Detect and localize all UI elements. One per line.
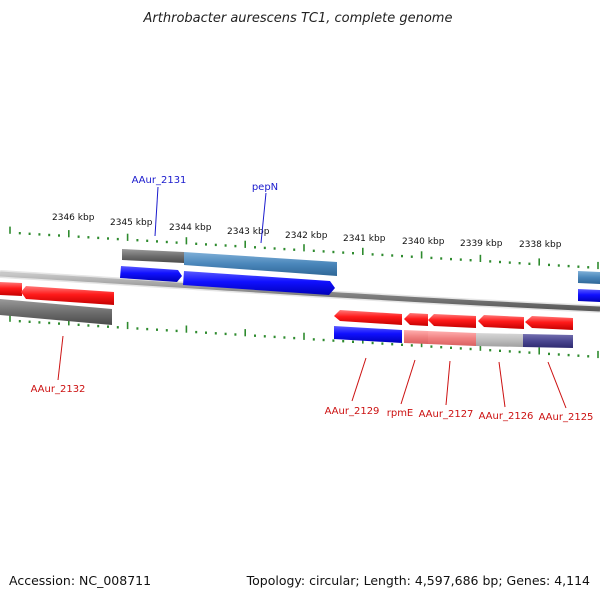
gene-label-aaur2125[interactable]: AAur_2125 <box>539 412 594 423</box>
leader-line <box>445 360 451 406</box>
gene-label-rpme[interactable]: rpmE <box>387 408 414 419</box>
gene-band-aaur2131[interactable] <box>122 249 184 263</box>
cds-arrow-rpme[interactable] <box>404 313 428 326</box>
scale-label: 2339 kbp <box>460 239 503 249</box>
cds-arrow-aaur2131[interactable] <box>120 266 182 282</box>
gene-band-aaur2125[interactable] <box>523 334 573 348</box>
leader-line <box>154 186 159 237</box>
gene-band-aaur2126[interactable] <box>476 333 523 347</box>
leader-line <box>260 192 267 244</box>
leader-line <box>400 359 416 405</box>
scale-label: 2346 kbp <box>52 213 95 223</box>
gene-label-aaur2131[interactable]: AAur_2131 <box>132 175 187 186</box>
cds-arrow-pepn[interactable] <box>183 271 335 295</box>
map-title: Arthrobacter aurescens TC1, complete gen… <box>143 11 453 26</box>
cds-arrow-aaur2127[interactable] <box>428 314 476 328</box>
scale-label: 2343 kbp <box>227 227 270 237</box>
gene-band-aaur2129[interactable] <box>334 326 402 343</box>
cds-arrow-edge-right[interactable] <box>578 289 600 302</box>
gene-band-pepn[interactable] <box>184 252 337 276</box>
gene-label-aaur2127[interactable]: AAur_2127 <box>419 409 474 420</box>
gene-label-aaur2132[interactable]: AAur_2132 <box>31 384 86 395</box>
leader-line <box>547 361 567 409</box>
upper-scale-ticks <box>9 226 599 270</box>
gene-band-rpme[interactable] <box>404 330 428 344</box>
gene-band-aaur2127[interactable] <box>428 331 476 346</box>
lower-scale-ticks <box>9 314 599 359</box>
scale-label: 2340 kbp <box>402 237 445 247</box>
scale-label: 2341 kbp <box>343 234 386 244</box>
gene-label-aaur2129[interactable]: AAur_2129 <box>325 406 380 417</box>
gene-band-edge-right[interactable] <box>578 271 600 284</box>
cds-arrow-aaur2129[interactable] <box>334 310 402 325</box>
scale-label: 2338 kbp <box>519 240 562 250</box>
scale-label: 2344 kbp <box>169 223 212 233</box>
accession-text: Accession: NC_008711 <box>9 573 151 588</box>
cds-arrow-left-edge[interactable] <box>0 282 22 296</box>
gene-label-pepn[interactable]: pepN <box>252 182 278 193</box>
leader-line <box>351 357 367 402</box>
cds-arrow-aaur2132[interactable] <box>21 286 114 305</box>
scale-label: 2345 kbp <box>110 218 153 228</box>
leader-line <box>57 335 64 381</box>
topology-text: Topology: circular; Length: 4,597,686 bp… <box>246 573 590 588</box>
scale-label: 2342 kbp <box>285 231 328 241</box>
gene-label-aaur2126[interactable]: AAur_2126 <box>479 411 534 422</box>
gene-band-aaur2132[interactable] <box>0 299 112 325</box>
leader-line <box>498 361 506 408</box>
cds-arrow-aaur2126[interactable] <box>478 315 524 329</box>
cds-arrow-aaur2125[interactable] <box>525 316 573 330</box>
